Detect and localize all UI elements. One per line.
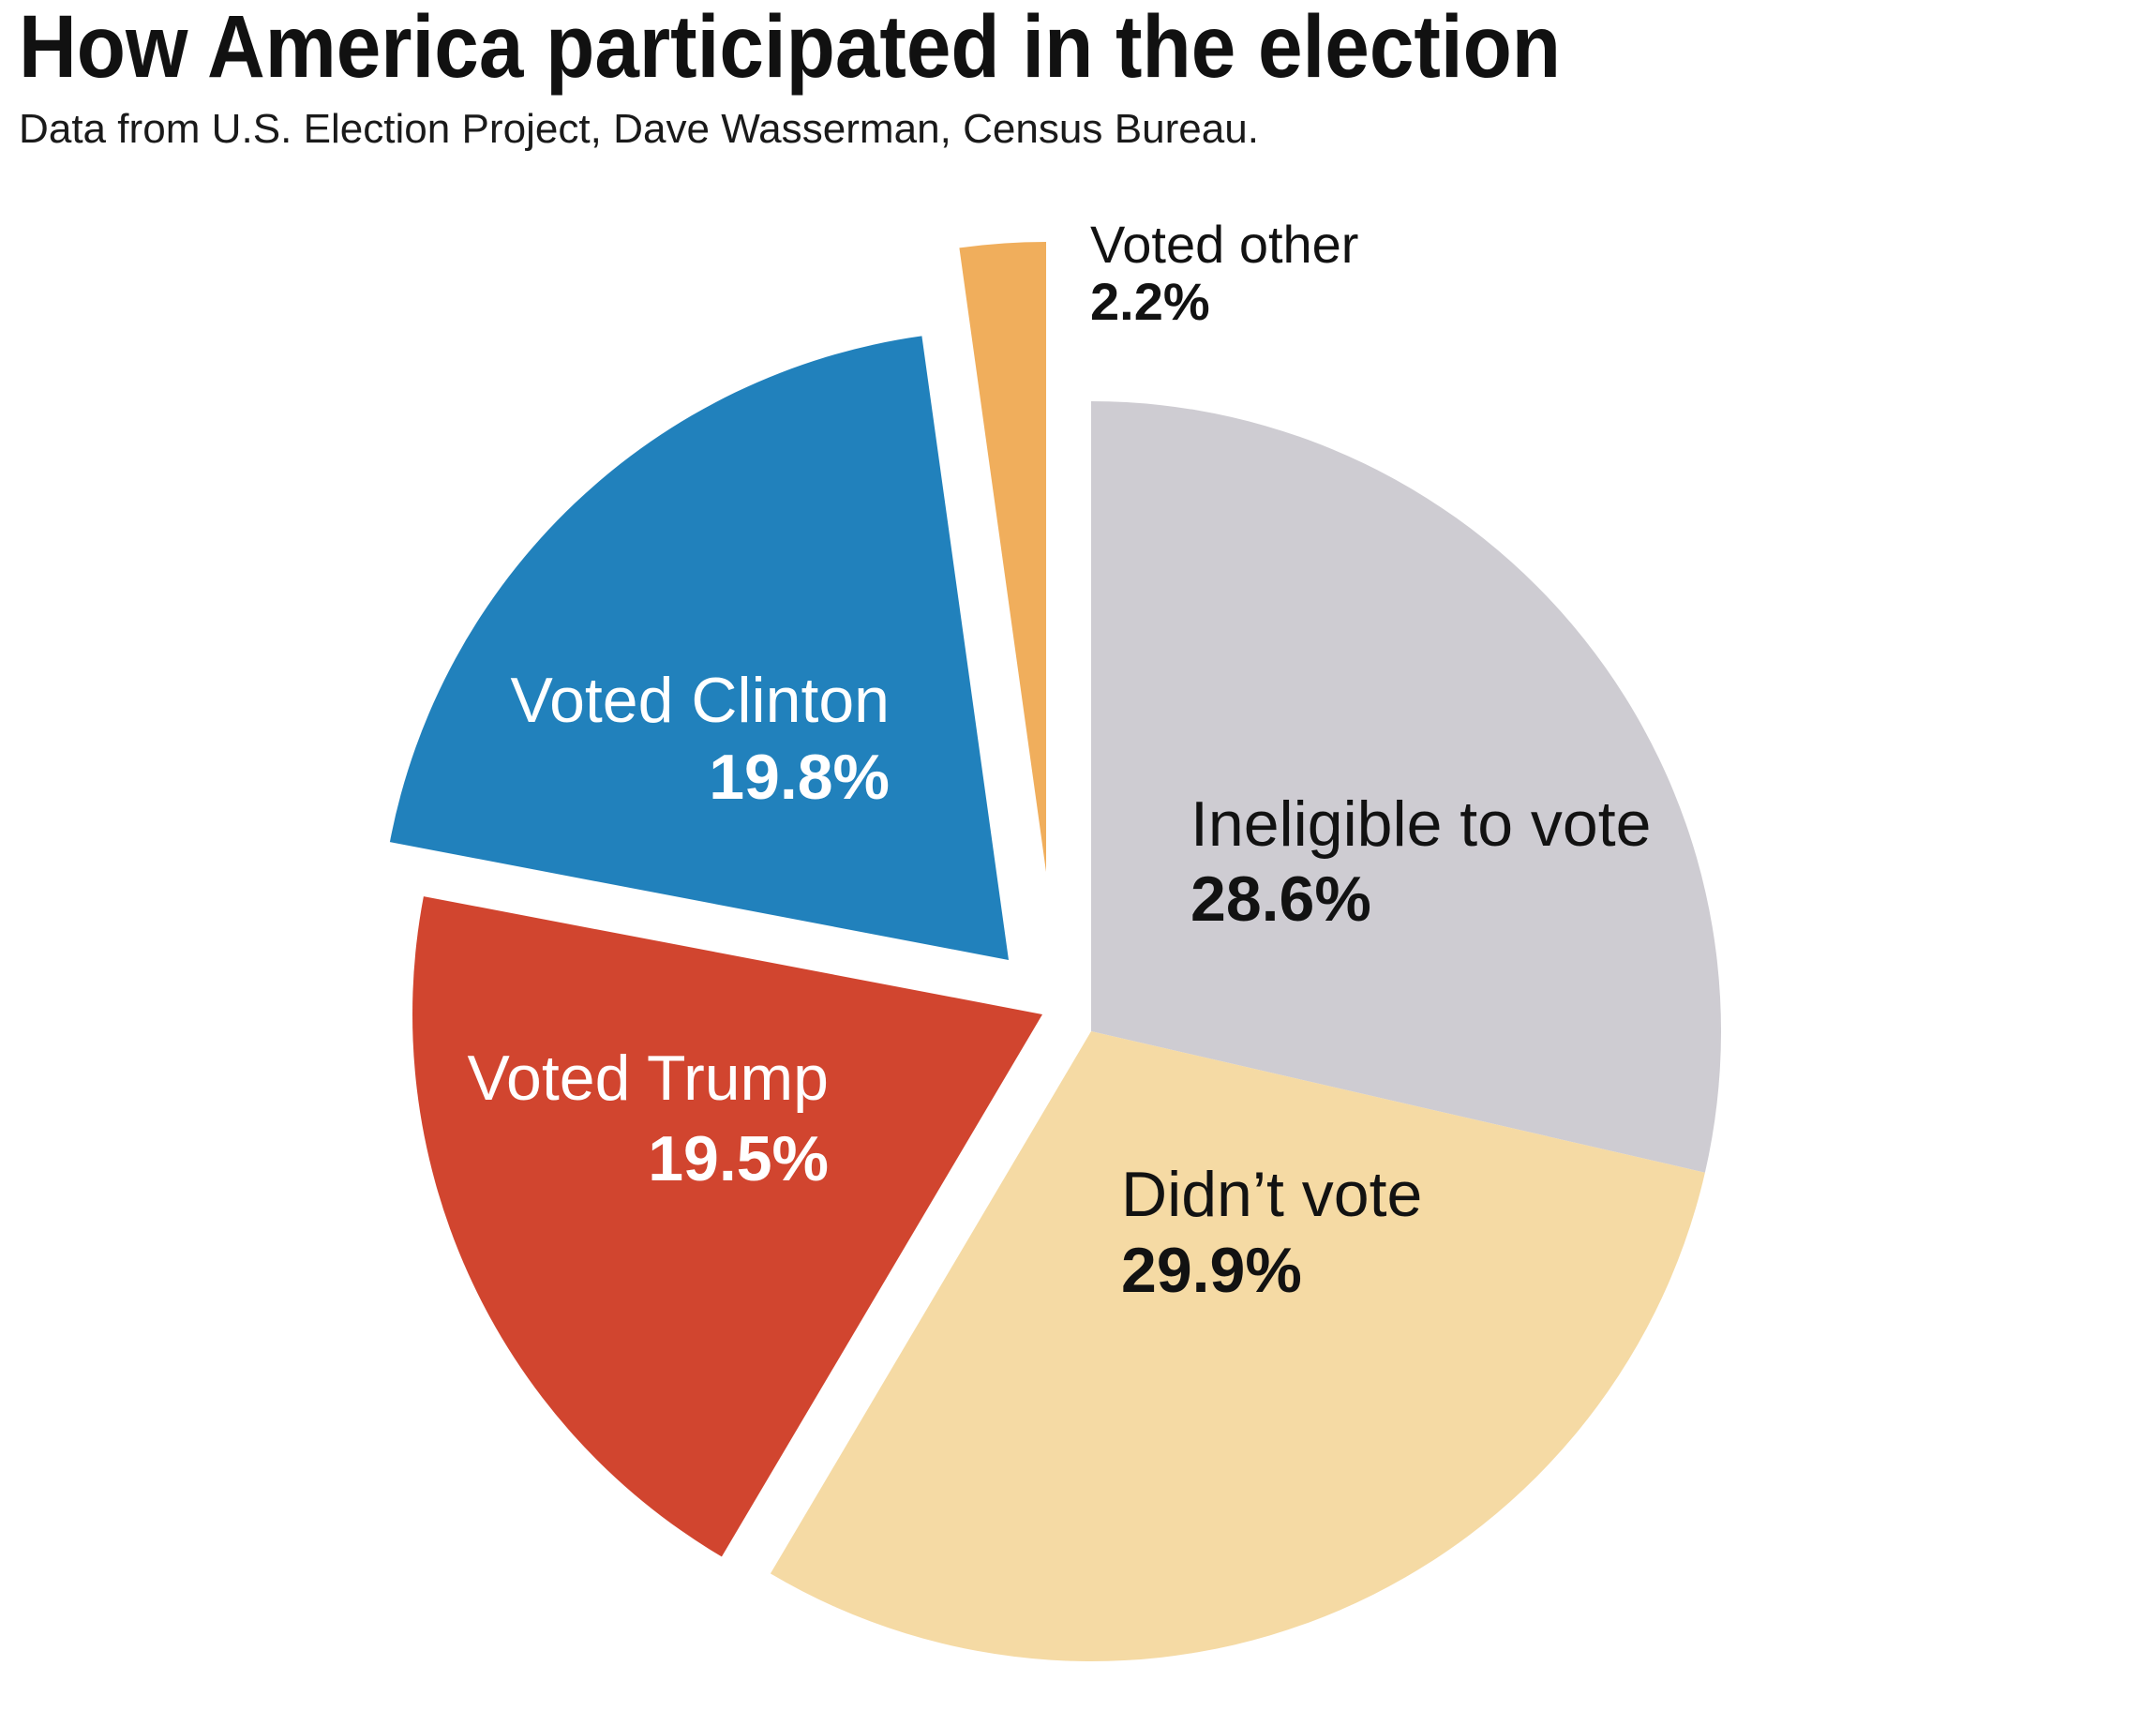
- value-voted-clinton: 19.8%: [709, 742, 890, 813]
- value-ineligible-to-vote: 28.6%: [1190, 863, 1371, 935]
- pie-slice-voted-clinton: [389, 336, 1009, 960]
- page-title: How America participated in the election: [19, 0, 1561, 97]
- page-subtitle: Data from U.S. Election Project, Dave Wa…: [19, 106, 1259, 152]
- value-voted-other: 2.2%: [1090, 272, 1210, 331]
- value-voted-trump: 19.5%: [648, 1123, 829, 1194]
- pie-slice-voted-trump: [412, 896, 1042, 1557]
- value-didnt-vote: 29.9%: [1121, 1235, 1302, 1306]
- pie-slice-ineligible-to-vote: [1091, 401, 1721, 1173]
- pie-slices: [389, 242, 1721, 1662]
- label-ineligible-to-vote: Ineligible to vote: [1190, 788, 1651, 860]
- label-voted-trump: Voted Trump: [467, 1043, 829, 1114]
- label-didnt-vote: Didn’t vote: [1121, 1159, 1422, 1230]
- pie-slice-voted-other: [959, 242, 1046, 872]
- label-voted-other: Voted other: [1090, 215, 1358, 274]
- label-voted-clinton: Voted Clinton: [510, 665, 890, 736]
- slice-labels: Ineligible to vote 28.6% Didn’t vote 29.…: [467, 215, 1651, 1306]
- pie-slice-didnt-vote: [770, 1031, 1705, 1662]
